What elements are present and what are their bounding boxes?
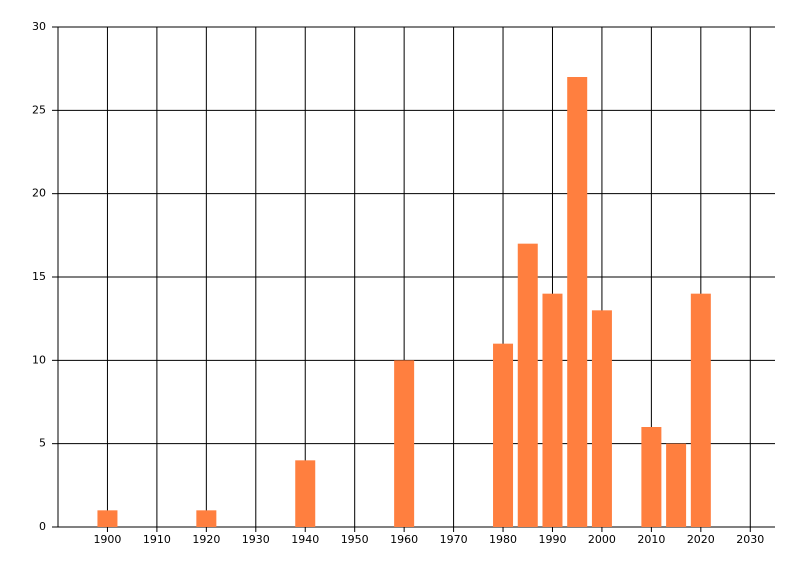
x-tick-label: 1930 <box>242 533 270 546</box>
bar <box>295 460 316 527</box>
x-tick-label: 1900 <box>93 533 121 546</box>
y-tick-label: 25 <box>32 103 46 116</box>
bar <box>517 243 538 527</box>
bar <box>542 293 563 527</box>
x-tick-label: 1940 <box>291 533 319 546</box>
x-tick-label: 1950 <box>341 533 369 546</box>
y-tick-label: 20 <box>32 187 46 200</box>
x-tick-label: 1990 <box>538 533 566 546</box>
bar <box>666 443 687 527</box>
y-tick-label: 0 <box>39 520 46 533</box>
y-tick-label: 10 <box>32 353 46 366</box>
x-tick-label: 1920 <box>192 533 220 546</box>
bar <box>641 427 662 527</box>
x-tick-label: 2010 <box>637 533 665 546</box>
bar <box>196 510 217 527</box>
bar <box>591 310 612 527</box>
x-tick-label: 1970 <box>440 533 468 546</box>
bar <box>493 343 514 527</box>
x-tick-label: 1960 <box>390 533 418 546</box>
x-tick-label: 1980 <box>489 533 517 546</box>
x-tick-label: 2020 <box>687 533 715 546</box>
y-tick-label: 30 <box>32 20 46 33</box>
bar <box>690 293 711 527</box>
x-tick-label: 1910 <box>143 533 171 546</box>
bar <box>394 360 415 527</box>
x-tick-label: 2030 <box>736 533 764 546</box>
y-tick-label: 15 <box>32 270 46 283</box>
x-tick-label: 2000 <box>588 533 616 546</box>
bar <box>567 77 588 527</box>
bar <box>97 510 118 527</box>
y-tick-label: 5 <box>39 437 46 450</box>
